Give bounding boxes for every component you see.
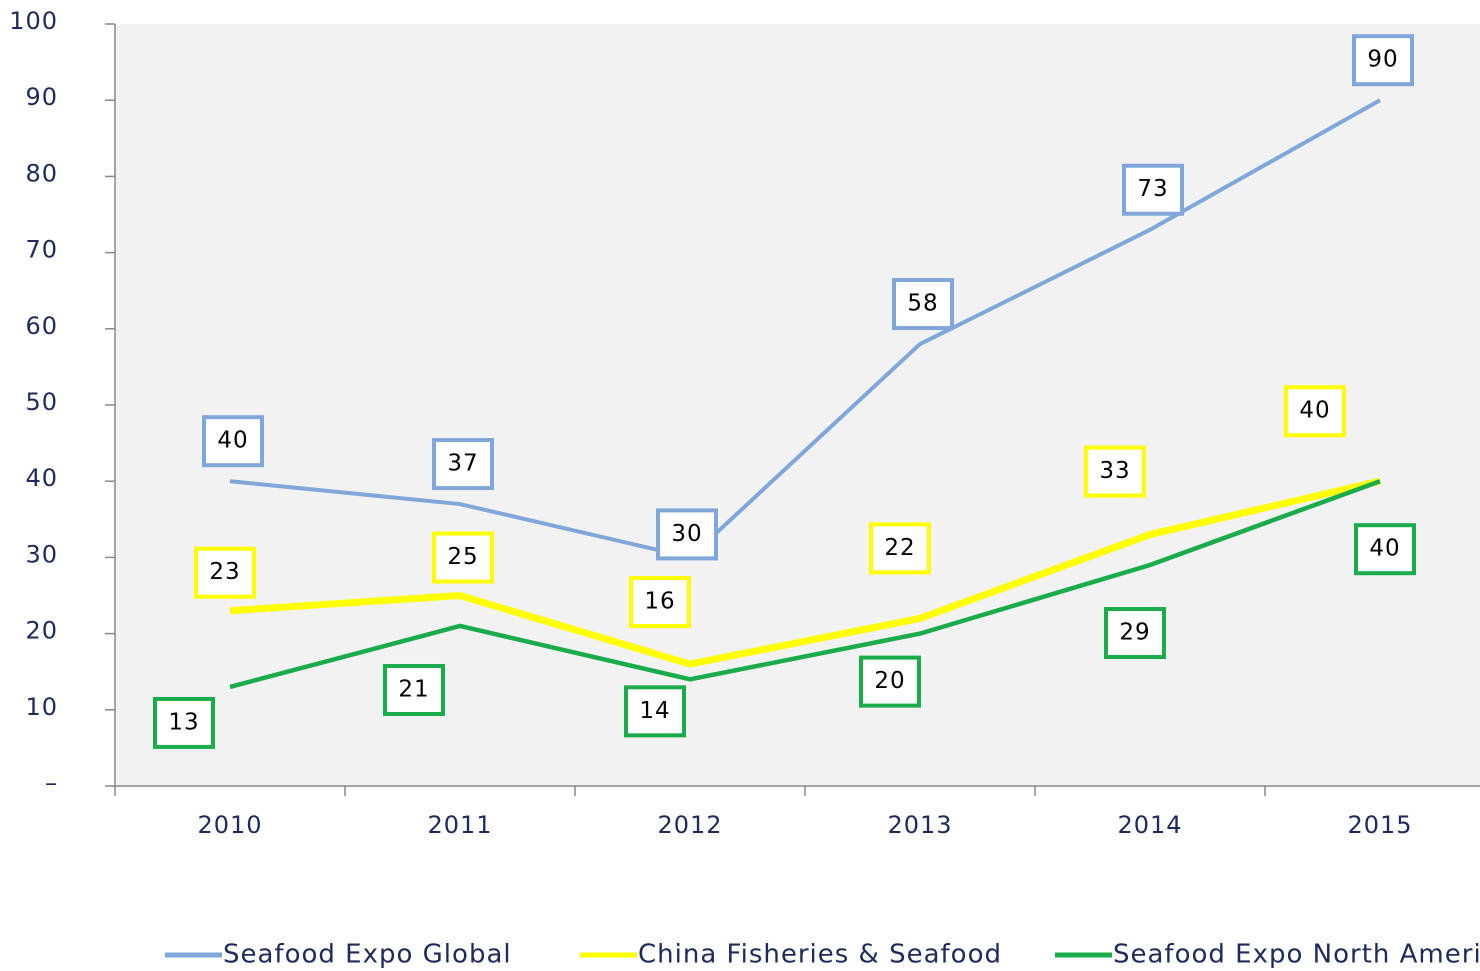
legend-label: Seafood Expo North America bbox=[1113, 940, 1480, 970]
plot-area bbox=[115, 24, 1480, 786]
data-label: 16 bbox=[644, 589, 675, 615]
y-tick-label: 50 bbox=[25, 388, 58, 416]
data-label: 40 bbox=[1369, 536, 1400, 562]
y-tick-label: 60 bbox=[25, 312, 58, 340]
data-label: 21 bbox=[398, 676, 429, 702]
y-tick-label: 20 bbox=[25, 617, 58, 645]
data-label: 90 bbox=[1367, 47, 1398, 73]
data-label-box bbox=[194, 546, 256, 599]
data-label: 23 bbox=[209, 559, 240, 585]
data-label-box bbox=[153, 696, 215, 749]
x-tick-label: 2014 bbox=[1117, 811, 1182, 839]
data-label-box bbox=[656, 508, 718, 561]
series-line bbox=[229, 98, 1381, 560]
data-label-box bbox=[383, 663, 445, 716]
data-label-box bbox=[1352, 34, 1414, 87]
data-label: 30 bbox=[671, 521, 702, 547]
data-label-box bbox=[1084, 445, 1146, 498]
y-tick-label: 30 bbox=[25, 540, 58, 568]
y-tick-label: 80 bbox=[25, 159, 58, 187]
legend-label: China Fisheries & Seafood bbox=[638, 940, 1002, 970]
y-tick-label: 10 bbox=[25, 693, 58, 721]
data-label-box bbox=[859, 655, 921, 708]
data-label-box bbox=[1104, 607, 1166, 660]
data-label-box bbox=[202, 415, 264, 468]
data-label-box bbox=[1122, 163, 1184, 216]
data-label-box bbox=[432, 438, 494, 491]
data-label: 73 bbox=[1137, 176, 1168, 202]
data-label-box bbox=[892, 278, 954, 331]
data-label: 29 bbox=[1119, 620, 1150, 646]
data-label-box bbox=[869, 522, 931, 575]
y-tick-label: 100 bbox=[9, 7, 58, 35]
data-label: 20 bbox=[874, 668, 905, 694]
data-label: 13 bbox=[168, 709, 199, 735]
legend-label: Seafood Expo Global bbox=[223, 940, 512, 970]
y-tick-label: – bbox=[45, 769, 58, 797]
data-label-box bbox=[629, 576, 691, 629]
series-line bbox=[229, 479, 1381, 690]
x-tick-label: 2013 bbox=[887, 811, 952, 839]
series-line bbox=[229, 477, 1381, 668]
data-label: 22 bbox=[884, 535, 915, 561]
data-label: 58 bbox=[907, 291, 938, 317]
data-label: 33 bbox=[1099, 458, 1130, 484]
data-label-box bbox=[432, 531, 494, 584]
data-label-box bbox=[1284, 385, 1346, 438]
x-tick-label: 2015 bbox=[1347, 811, 1412, 839]
data-label-box bbox=[624, 685, 686, 738]
y-tick-label: 70 bbox=[25, 236, 58, 264]
x-tick-label: 2011 bbox=[427, 811, 492, 839]
x-tick-label: 2010 bbox=[197, 811, 262, 839]
data-label: 37 bbox=[447, 451, 478, 477]
data-label-box bbox=[1354, 523, 1416, 576]
data-label: 40 bbox=[1299, 398, 1330, 424]
data-label: 25 bbox=[447, 544, 478, 570]
y-tick-label: 90 bbox=[25, 83, 58, 111]
data-label: 14 bbox=[639, 698, 670, 724]
y-tick-label: 40 bbox=[25, 464, 58, 492]
data-label: 40 bbox=[217, 428, 248, 454]
x-tick-label: 2012 bbox=[657, 811, 722, 839]
